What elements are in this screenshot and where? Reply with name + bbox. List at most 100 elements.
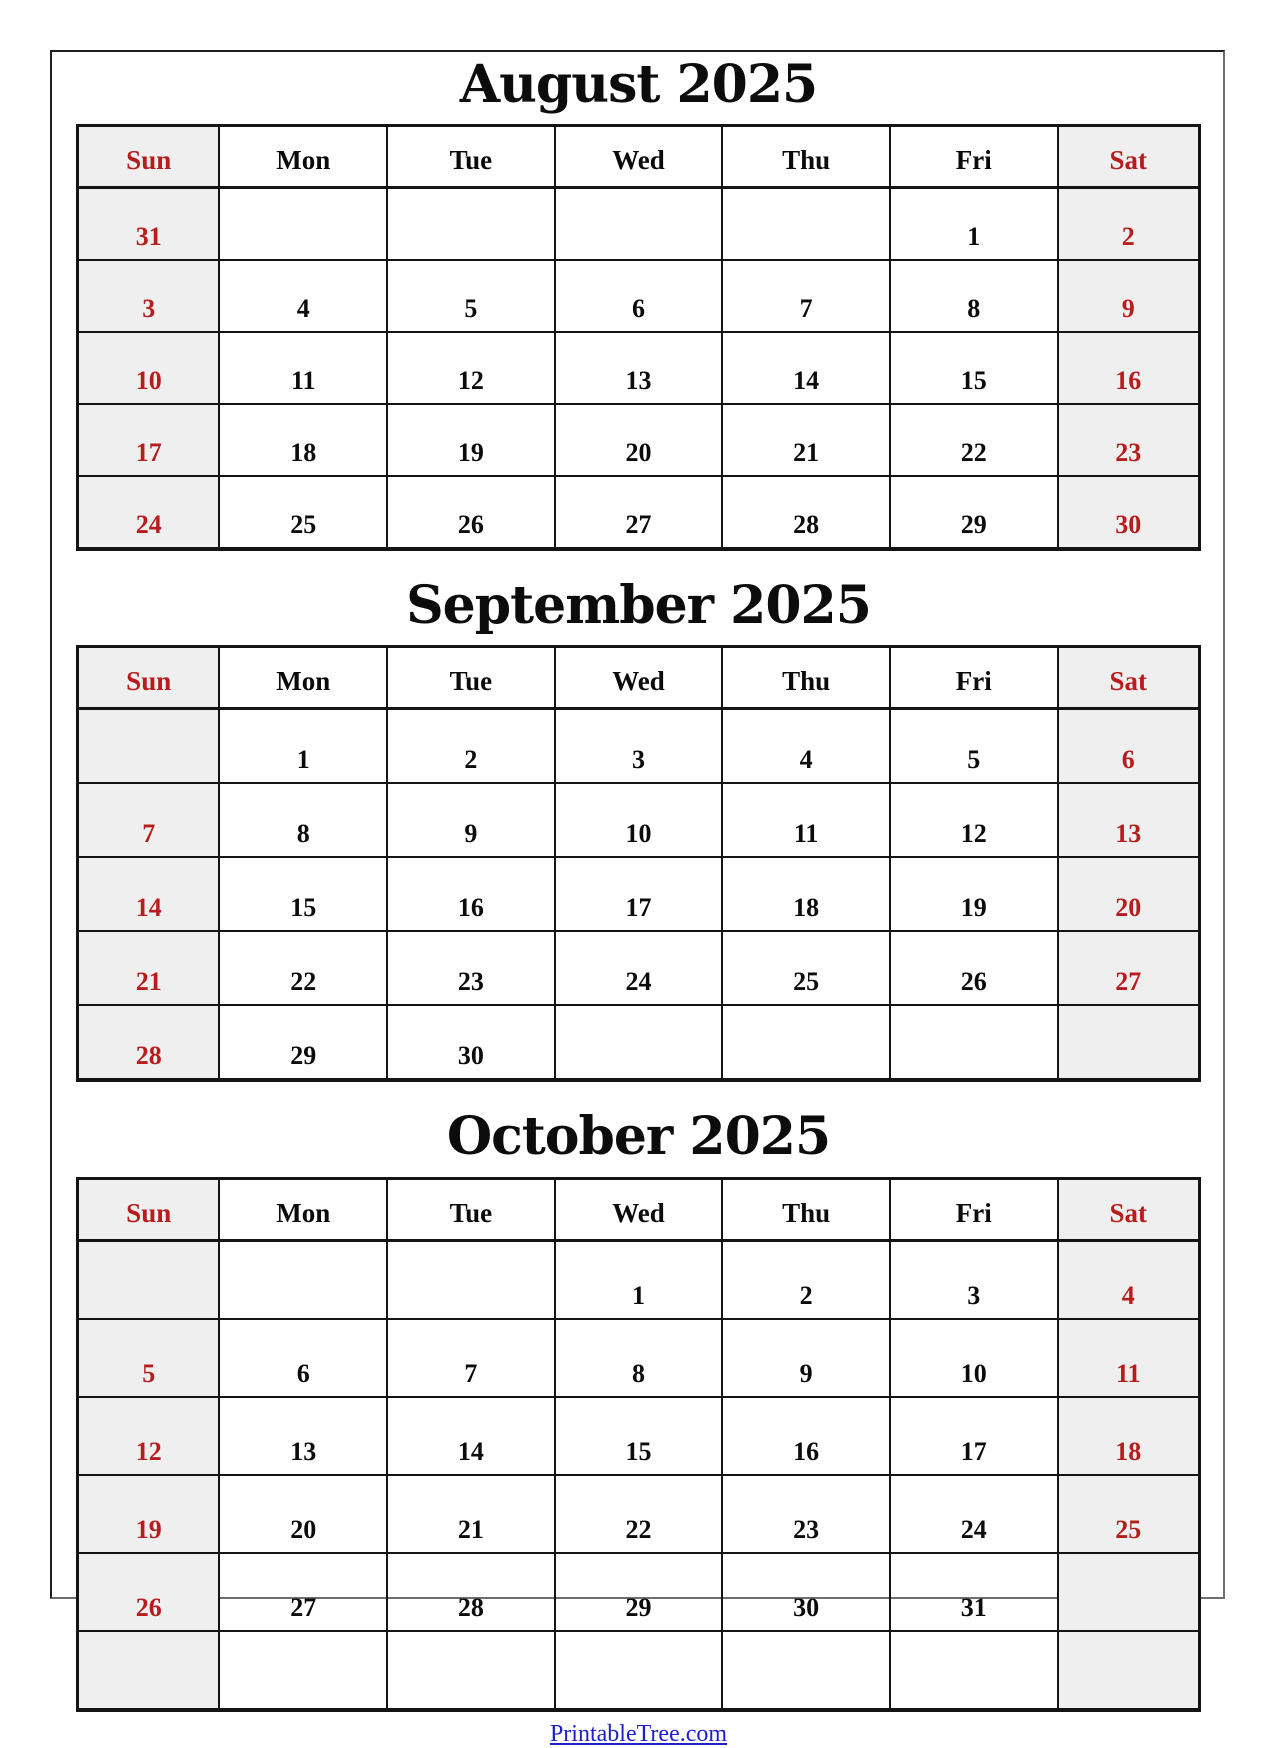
day-cell: 20 [1056, 856, 1201, 933]
weekday-header-thu: Thu [721, 645, 891, 711]
week-row: 17 18 19 20 21 22 23 [76, 403, 1201, 478]
weekday-header-tue: Tue [386, 124, 556, 190]
day-cell [218, 1629, 389, 1711]
day-cell: 3 [76, 259, 221, 334]
day-cell [553, 1629, 724, 1711]
week-row: 10 11 12 13 14 15 16 [76, 331, 1201, 406]
day-cell: 16 [721, 1395, 891, 1476]
day-cell: 25 [1056, 1473, 1201, 1554]
weekday-header-row: Sun Mon Tue Wed Thu Fri Sat [76, 1177, 1201, 1242]
day-cell: 20 [553, 403, 724, 478]
day-cell: 10 [76, 331, 221, 406]
day-cell [721, 1629, 891, 1711]
day-cell: 9 [721, 1317, 891, 1398]
weekday-header-sat: Sat [1056, 124, 1201, 190]
day-cell [553, 186, 724, 262]
day-cell: 21 [386, 1473, 556, 1554]
week-row: 19 20 21 22 23 24 25 [76, 1473, 1201, 1554]
calendar-table: Sun Mon Tue Wed Thu Fri Sat 1 2 3 4 5 6 7 8 9 10 11 12 13 14… [76, 1176, 1201, 1712]
day-cell: 22 [218, 930, 389, 1007]
week-row [76, 1629, 1201, 1711]
day-cell: 19 [386, 403, 556, 478]
day-cell: 10 [888, 1317, 1059, 1398]
day-cell [1056, 1551, 1201, 1632]
printabletree-link[interactable]: PrintableTree.com [549, 1720, 728, 1747]
day-cell [386, 1239, 556, 1320]
day-cell: 19 [888, 856, 1059, 933]
day-cell [721, 1004, 891, 1082]
weekday-header-wed: Wed [553, 1177, 724, 1242]
day-cell: 7 [721, 259, 891, 334]
day-cell: 20 [218, 1473, 389, 1554]
day-cell: 28 [721, 475, 891, 551]
day-cell: 15 [888, 331, 1059, 406]
day-cell [76, 1239, 221, 1320]
day-cell: 14 [386, 1395, 556, 1476]
day-cell: 13 [553, 331, 724, 406]
day-cell: 1 [218, 707, 389, 785]
footer: PrintableTree.com [76, 1721, 1201, 1748]
day-cell: 30 [721, 1551, 891, 1632]
month-section-september-2025: September 2025 Sun Mon Tue Wed Thu Fri Sat 1 2 3 4 5… [76, 575, 1201, 1083]
day-cell: 1 [553, 1239, 724, 1320]
day-cell: 12 [386, 331, 556, 406]
day-cell: 7 [76, 782, 221, 859]
day-cell: 19 [76, 1473, 221, 1554]
weekday-header-sun: Sun [76, 645, 221, 711]
day-cell: 31 [888, 1551, 1059, 1632]
day-cell: 2 [386, 707, 556, 785]
day-cell: 2 [721, 1239, 891, 1320]
weekday-header-sat: Sat [1056, 645, 1201, 711]
day-cell: 18 [721, 856, 891, 933]
day-cell: 21 [721, 403, 891, 478]
day-cell: 8 [218, 782, 389, 859]
day-cell: 7 [386, 1317, 556, 1398]
day-cell [386, 1629, 556, 1711]
month-section-october-2025: October 2025 Sun Mon Tue Wed Thu Fri Sat 1 2 3 4 5 6 7… [76, 1108, 1201, 1712]
day-cell: 16 [1056, 331, 1201, 406]
day-cell: 3 [553, 707, 724, 785]
day-cell: 13 [1056, 782, 1201, 859]
day-cell: 17 [888, 1395, 1059, 1476]
day-cell: 31 [76, 186, 221, 262]
week-row: 14 15 16 17 18 19 20 [76, 856, 1201, 933]
week-row: 5 6 7 8 9 10 11 [76, 1317, 1201, 1398]
day-cell: 14 [76, 856, 221, 933]
weekday-header-tue: Tue [386, 645, 556, 711]
day-cell: 25 [218, 475, 389, 551]
day-cell: 8 [553, 1317, 724, 1398]
weekday-header-thu: Thu [721, 124, 891, 190]
day-cell: 12 [76, 1395, 221, 1476]
weekday-header-fri: Fri [888, 124, 1059, 190]
month-title: September 2025 [406, 575, 872, 637]
day-cell: 6 [553, 259, 724, 334]
day-cell: 29 [218, 1004, 389, 1082]
day-cell: 4 [721, 707, 891, 785]
day-cell: 30 [386, 1004, 556, 1082]
day-cell [218, 1239, 389, 1320]
month-section-august-2025: August 2025 Sun Mon Tue Wed Thu Fri Sat 31 1 2 3 4 5 6… [76, 55, 1201, 552]
day-cell: 24 [553, 930, 724, 1007]
day-cell [1056, 1629, 1201, 1711]
week-row: 24 25 26 27 28 29 30 [76, 475, 1201, 551]
day-cell: 23 [386, 930, 556, 1007]
day-cell: 5 [888, 707, 1059, 785]
week-row: 28 29 30 [76, 1004, 1201, 1082]
day-cell: 25 [721, 930, 891, 1007]
day-cell [76, 707, 221, 785]
weekday-header-wed: Wed [553, 124, 724, 190]
weekday-header-mon: Mon [218, 124, 389, 190]
months-container: August 2025 Sun Mon Tue Wed Thu Fri Sat 31 1 2 3 4 5 6… [76, 55, 1201, 1712]
day-cell: 17 [76, 403, 221, 478]
calendar-table: Sun Mon Tue Wed Thu Fri Sat 1 2 3 4 5 6 7 8 9 10 11 12 13 14… [76, 645, 1201, 1083]
day-cell [218, 186, 389, 262]
day-cell: 4 [1056, 1239, 1201, 1320]
calendar-page: August 2025 Sun Mon Tue Wed Thu Fri Sat 31 1 2 3 4 5 6… [50, 50, 1225, 1747]
weekday-header-wed: Wed [553, 645, 724, 711]
week-row: 31 1 2 [76, 186, 1201, 262]
day-cell [888, 1629, 1059, 1711]
weekday-header-row: Sun Mon Tue Wed Thu Fri Sat [76, 645, 1201, 711]
day-cell: 12 [888, 782, 1059, 859]
